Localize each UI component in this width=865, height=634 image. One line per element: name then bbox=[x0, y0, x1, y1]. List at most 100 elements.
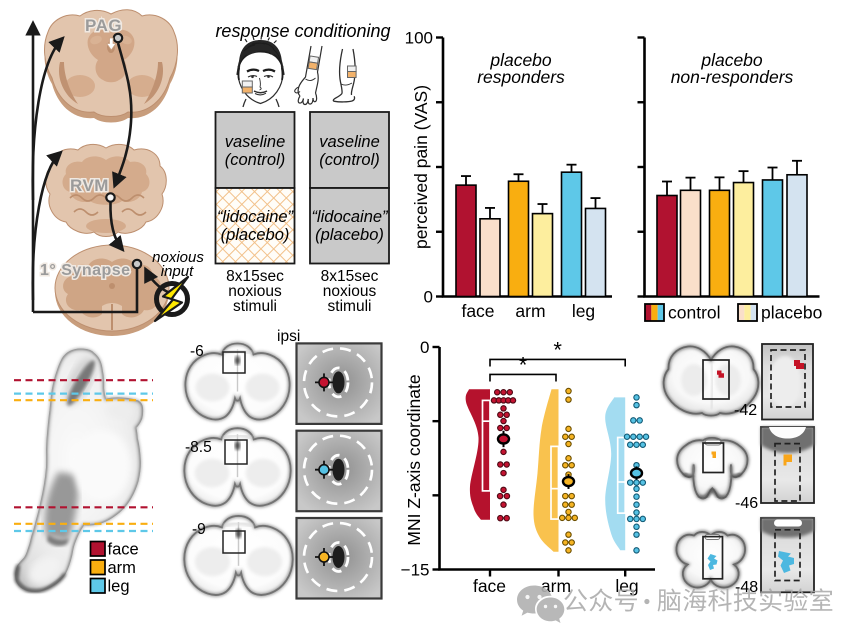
data-point bbox=[565, 425, 572, 433]
data-point bbox=[633, 523, 640, 531]
ytick-label: −15 bbox=[401, 561, 430, 580]
watermark-glyph bbox=[759, 588, 782, 612]
significance-star: * bbox=[519, 352, 528, 377]
stimuli-captions: 8x15sec noxious stimuli 8x15sec noxious … bbox=[226, 268, 378, 315]
slice-level-label: -42 bbox=[734, 402, 757, 419]
data-point bbox=[500, 417, 507, 425]
data-point bbox=[626, 479, 634, 486]
face-patch bbox=[241, 80, 253, 94]
data-point bbox=[562, 433, 569, 440]
watermark-dot bbox=[644, 598, 650, 605]
data-point bbox=[626, 441, 634, 449]
data-point bbox=[633, 479, 640, 486]
medulla-slice-46: -46 bbox=[675, 436, 758, 512]
data-point bbox=[639, 479, 647, 486]
watermark-text bbox=[564, 588, 833, 612]
data-point bbox=[503, 424, 510, 432]
data-point bbox=[633, 531, 640, 538]
data-point bbox=[562, 461, 569, 469]
bar-leg-placebo bbox=[786, 173, 808, 298]
bar-leg-control bbox=[560, 171, 583, 298]
category-label: face bbox=[461, 301, 494, 321]
watermark-glyph bbox=[708, 588, 732, 612]
data-point bbox=[633, 509, 640, 516]
caption-2c: stimuli bbox=[328, 298, 372, 315]
ytick-label: 100 bbox=[405, 29, 433, 48]
data-point bbox=[568, 492, 575, 500]
medulla-slices-panel: -42 -46 -48 bbox=[662, 343, 815, 596]
data-point bbox=[630, 417, 637, 424]
legend-swatch-stripe bbox=[738, 304, 745, 321]
ytick-label: 0 bbox=[424, 288, 433, 307]
data-point bbox=[500, 388, 507, 396]
slice-zoom-rect bbox=[222, 530, 246, 554]
bar-face-placebo bbox=[679, 189, 702, 298]
midbrain-slice-art bbox=[44, 9, 178, 123]
data-point bbox=[568, 539, 575, 546]
inset-coordinate-dot bbox=[318, 551, 330, 563]
data-point bbox=[500, 405, 507, 412]
data-point bbox=[500, 486, 507, 494]
bar-arm-placebo bbox=[732, 181, 755, 298]
data-point bbox=[496, 492, 504, 500]
bar-face-control bbox=[656, 194, 678, 298]
data-point bbox=[568, 501, 575, 508]
synapse-node bbox=[131, 258, 143, 270]
activation-blob-46 bbox=[711, 451, 716, 458]
data-point bbox=[565, 396, 572, 403]
slice-level-label: -48 bbox=[735, 579, 758, 596]
data-point bbox=[565, 454, 572, 462]
lightning-bolt-icon bbox=[153, 275, 190, 323]
violin-leg bbox=[605, 397, 626, 551]
data-point bbox=[503, 461, 510, 468]
vaseline-label-1b: (control) bbox=[225, 151, 286, 169]
leg-patch bbox=[347, 65, 357, 78]
pag-node bbox=[112, 32, 124, 44]
pag-label: PAG bbox=[85, 16, 122, 35]
data-point bbox=[500, 448, 507, 456]
inset-coordinate-dot bbox=[318, 376, 330, 389]
medulla-content: -42 -46 -48 bbox=[662, 343, 815, 596]
data-point bbox=[630, 433, 637, 440]
boxplot-arm bbox=[550, 445, 560, 520]
noxious-input-label-line2: input bbox=[161, 263, 194, 280]
face-sketch bbox=[236, 35, 285, 108]
medulla-slice-48: -48 bbox=[674, 530, 758, 596]
data-point bbox=[565, 440, 572, 448]
caption-2a: 8x15sec bbox=[321, 268, 379, 285]
sagittal-legend-label-face: face bbox=[108, 541, 139, 559]
raincloud-group-arm bbox=[533, 387, 579, 577]
sagittal-legend-swatch-arm bbox=[89, 559, 106, 576]
pain-circuit-diagram: PAG RVM 1° Synapse noxious input bbox=[25, 9, 204, 336]
watermark-glyph bbox=[733, 588, 757, 612]
data-point bbox=[626, 515, 634, 523]
boxplot-leg bbox=[616, 436, 627, 514]
vaseline-label-2a: vaseline bbox=[319, 133, 380, 151]
midbrain-inset bbox=[295, 516, 383, 600]
legend-swatch-stripe bbox=[645, 304, 652, 321]
violin-arm bbox=[533, 389, 559, 552]
mean-dot-leg bbox=[629, 467, 644, 479]
bar-face-placebo bbox=[479, 218, 501, 298]
significance-bracket bbox=[489, 358, 626, 367]
data-point bbox=[633, 401, 640, 409]
mean-dot-face bbox=[496, 433, 511, 445]
slice-level-label: -46 bbox=[735, 495, 758, 512]
caption-1a: 8x15sec bbox=[226, 268, 284, 285]
ytick-label: 0 bbox=[420, 338, 429, 357]
data-point bbox=[500, 469, 507, 477]
data-point bbox=[562, 501, 569, 508]
medulla-inset-42 bbox=[761, 343, 814, 421]
category-label: arm bbox=[515, 301, 545, 321]
data-point bbox=[497, 411, 504, 419]
sagittal-legend-label-leg: leg bbox=[108, 578, 130, 596]
lidocaine-label-1b: (placebo) bbox=[221, 226, 290, 244]
bar-legend: control placebo bbox=[644, 303, 822, 323]
data-point bbox=[633, 547, 640, 554]
bar-leg-control bbox=[761, 179, 784, 298]
raincloud-group-leg bbox=[605, 394, 650, 577]
watermark-glyph bbox=[810, 588, 833, 611]
